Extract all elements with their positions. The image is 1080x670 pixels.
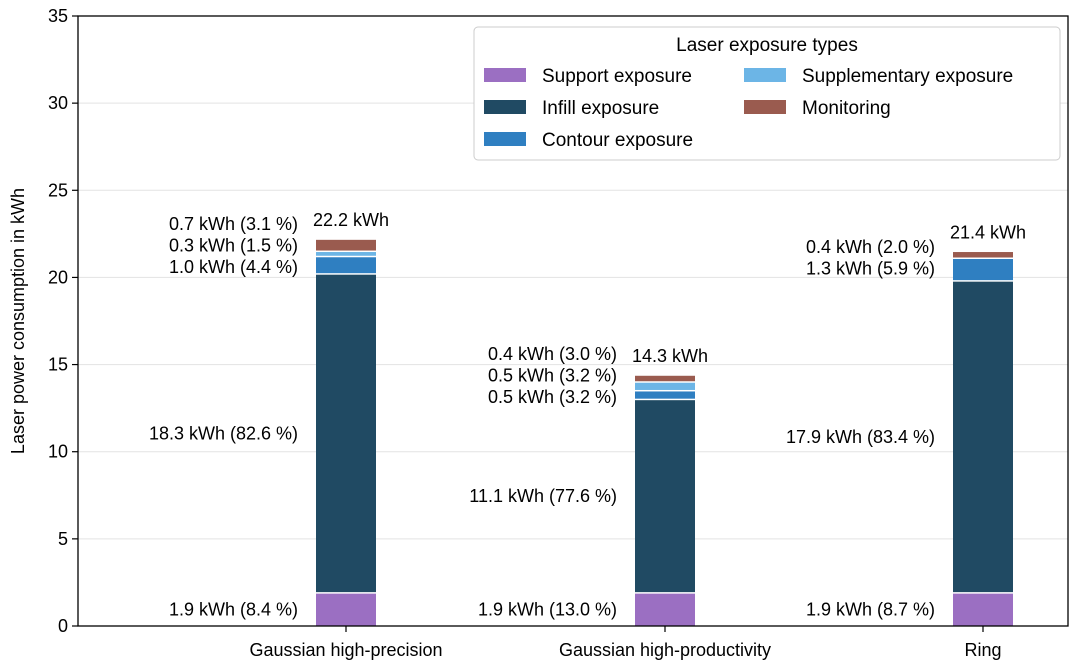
legend-entry: Supplementary exposure bbox=[802, 66, 1013, 87]
bar-total-label: 22.2 kWh bbox=[313, 210, 389, 230]
y-tick-label: 35 bbox=[48, 6, 68, 26]
bar-segment bbox=[316, 257, 376, 274]
legend-swatch bbox=[484, 132, 526, 146]
bar-total-label: 21.4 kWh bbox=[950, 222, 1026, 242]
bar-segment bbox=[635, 593, 695, 626]
bar-total-label: 14.3 kWh bbox=[632, 346, 708, 366]
x-tick-label: Gaussian high-productivity bbox=[559, 640, 771, 660]
segment-label: 1.0 kWh (4.4 %) bbox=[169, 257, 298, 277]
data-labels: 22.2 kWh 1.9 kWh (8.4 %) 18.3 kWh (82.6 %)… bbox=[149, 210, 1026, 619]
legend-swatch bbox=[484, 68, 526, 82]
bar-segment bbox=[635, 382, 695, 390]
bar-segment bbox=[953, 593, 1013, 626]
segment-label: 18.3 kWh (82.6 %) bbox=[149, 423, 298, 443]
y-tick-label: 30 bbox=[48, 93, 68, 113]
legend-swatch bbox=[744, 68, 786, 82]
bar-segment bbox=[635, 391, 695, 399]
segment-label: 0.4 kWh (2.0 %) bbox=[806, 237, 935, 257]
bar-segment bbox=[316, 593, 376, 626]
segment-label: 0.5 kWh (3.2 %) bbox=[488, 366, 617, 386]
plot-frame bbox=[77, 15, 1069, 627]
segment-label: 0.3 kWh (1.5 %) bbox=[169, 236, 298, 256]
y-tick-label: 0 bbox=[58, 616, 68, 636]
legend-swatch bbox=[484, 100, 526, 114]
legend-entry: Infill exposure bbox=[542, 98, 659, 119]
y-tick-label: 5 bbox=[58, 529, 68, 549]
legend-box bbox=[473, 26, 1061, 161]
y-tick-label: 20 bbox=[48, 267, 68, 287]
y-tick-label: 15 bbox=[48, 355, 68, 375]
legend-entry: Monitoring bbox=[802, 98, 891, 119]
segment-label: 1.3 kWh (5.9 %) bbox=[806, 259, 935, 279]
gridlines bbox=[78, 102, 1068, 540]
bar-segment bbox=[316, 252, 376, 256]
legend-entry: Support exposure bbox=[542, 66, 692, 87]
legend-entry: Contour exposure bbox=[542, 130, 693, 151]
bar-segment bbox=[635, 400, 695, 593]
segment-label: 1.9 kWh (8.7 %) bbox=[806, 599, 935, 619]
bar-segment bbox=[316, 274, 376, 593]
legend-swatch bbox=[744, 100, 786, 114]
x-tick-label: Ring bbox=[964, 640, 1001, 660]
bar-segment bbox=[316, 239, 376, 251]
segment-label: 0.7 kWh (3.1 %) bbox=[169, 214, 298, 234]
legend: Laser exposure types Support exposure Infi… bbox=[473, 26, 1061, 161]
bar-segment bbox=[953, 281, 1013, 593]
y-tick-label: 10 bbox=[48, 442, 68, 462]
x-tick-label: Gaussian high-precision bbox=[249, 640, 442, 660]
bars bbox=[316, 239, 1013, 626]
bar-segment bbox=[953, 259, 1013, 281]
segment-label: 0.4 kWh (3.0 %) bbox=[488, 344, 617, 364]
bar-segment bbox=[635, 375, 695, 382]
segment-label: 17.9 kWh (83.4 %) bbox=[786, 427, 935, 447]
segment-label: 1.9 kWh (8.4 %) bbox=[169, 599, 298, 619]
segment-label: 0.5 kWh (3.2 %) bbox=[488, 387, 617, 407]
segment-label: 11.1 kWh (77.6 %) bbox=[469, 486, 617, 506]
y-axis-label: Laser power consumption in kWh bbox=[8, 188, 28, 454]
segment-label: 1.9 kWh (13.0 %) bbox=[478, 599, 617, 619]
legend-title: Laser exposure types bbox=[676, 35, 858, 56]
axes: 0 5 10 15 20 25 30 35 Gaussian high-precision Gau… bbox=[48, 6, 1069, 660]
bar-segment bbox=[953, 252, 1013, 258]
y-tick-label: 25 bbox=[48, 180, 68, 200]
